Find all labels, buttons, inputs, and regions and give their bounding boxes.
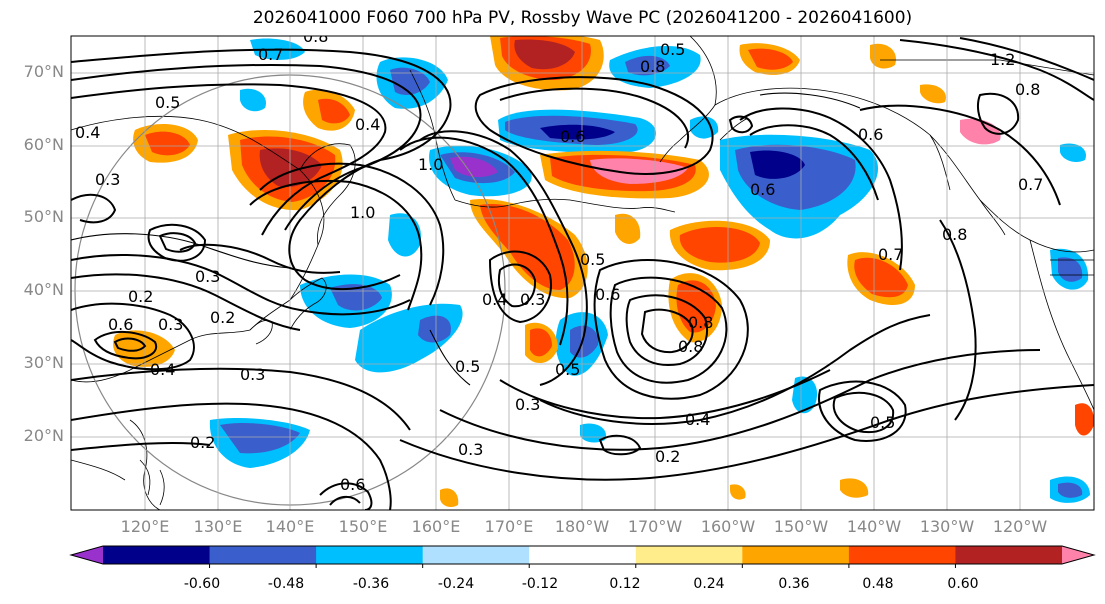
contour-label: 0.5 bbox=[580, 250, 605, 269]
colorbar-tick-label: -0.36 bbox=[352, 576, 390, 592]
colorbar-tick-label: 0.24 bbox=[693, 576, 725, 592]
contour-label: 0.6 bbox=[560, 127, 585, 146]
lon-label: 180°W bbox=[554, 517, 610, 536]
anomaly-shading bbox=[113, 36, 1094, 508]
contour-label: 0.6 bbox=[340, 475, 365, 494]
lat-label-30n: 30°N bbox=[23, 353, 64, 372]
colorbar-tick-label: -0.12 bbox=[521, 576, 559, 592]
colorbar-tick-label: -0.60 bbox=[183, 576, 221, 592]
colorbar-segment bbox=[71, 546, 103, 564]
lat-label-40n: 40°N bbox=[23, 280, 64, 299]
contour-label: 0.7 bbox=[1018, 175, 1043, 194]
lat-label-70n: 70°N bbox=[23, 62, 64, 81]
lon-label: 150°E bbox=[338, 517, 388, 536]
colorbar-tick-label: -0.24 bbox=[437, 576, 475, 592]
lon-label: 140°E bbox=[265, 517, 315, 536]
lon-label: 150°W bbox=[773, 517, 829, 536]
contour-label: 0.6 bbox=[108, 315, 133, 334]
contour-label: 0.7 bbox=[878, 245, 903, 264]
contour-label: 0.2 bbox=[655, 447, 680, 466]
map-frame bbox=[70, 35, 1095, 511]
contour-label: 0.8 bbox=[303, 27, 328, 46]
coastlines bbox=[71, 36, 1094, 510]
lon-label: 120°W bbox=[992, 517, 1048, 536]
contour-label: 0.6 bbox=[595, 285, 620, 304]
contour-label: 0.3 bbox=[95, 170, 120, 189]
contour-label: 0.8 bbox=[942, 225, 967, 244]
lon-label: 130°W bbox=[919, 517, 975, 536]
colorbar-outline bbox=[69, 545, 1096, 565]
lon-label: 170°E bbox=[484, 517, 534, 536]
colorbar-segment bbox=[635, 546, 743, 564]
contour-label: 0.5 bbox=[455, 357, 480, 376]
contour-label: 0.4 bbox=[355, 115, 380, 134]
contour-label: 0.6 bbox=[750, 180, 775, 199]
contour-label: 0.8 bbox=[688, 313, 713, 332]
colorbar-segment bbox=[422, 546, 530, 564]
contour-label: 0.8 bbox=[678, 337, 703, 356]
contour-label: 0.5 bbox=[555, 360, 580, 379]
contour-label: 0.3 bbox=[158, 315, 183, 334]
lon-label: 160°E bbox=[411, 517, 461, 536]
colorbar-tick-label: 0.48 bbox=[862, 576, 894, 592]
pv-contours-thin bbox=[71, 92, 861, 386]
colorbar-segment bbox=[529, 546, 637, 564]
contour-label: 0.2 bbox=[128, 287, 153, 306]
lon-label: 170°W bbox=[627, 517, 683, 536]
lon-label: 160°W bbox=[700, 517, 756, 536]
contour-label: 0.3 bbox=[240, 365, 265, 384]
contour-label: 1.2 bbox=[990, 50, 1015, 69]
colorbar-segment bbox=[103, 546, 211, 564]
contour-label: 1.0 bbox=[350, 203, 375, 222]
chart-title: 2026041000 F060 700 hPa PV, Rossby Wave … bbox=[252, 8, 913, 28]
pv-contours bbox=[71, 37, 1094, 510]
contour-label: 0.4 bbox=[685, 410, 710, 429]
contour-label: 0.4 bbox=[482, 290, 507, 309]
colorbar-tick-label: 0.12 bbox=[609, 576, 641, 592]
contour-label: 0.5 bbox=[870, 413, 895, 432]
contour-label: 0.3 bbox=[458, 440, 483, 459]
colorbar-tick-label: 0.60 bbox=[947, 576, 979, 592]
colorbar-segment bbox=[316, 546, 424, 564]
colorbar-segment bbox=[742, 546, 850, 564]
lon-label: 120°E bbox=[120, 517, 170, 536]
contour-label: 0.3 bbox=[520, 290, 545, 309]
lon-label: 130°E bbox=[193, 517, 243, 536]
lon-label: 140°W bbox=[846, 517, 902, 536]
contour-label: 0.5 bbox=[660, 40, 685, 59]
colorbar-tick-label: 0.36 bbox=[778, 576, 810, 592]
lat-label-20n: 20°N bbox=[23, 426, 64, 445]
contour-label: 0.2 bbox=[190, 433, 215, 452]
contour-label: 0.3 bbox=[195, 267, 220, 286]
colorbar-segment bbox=[209, 546, 317, 564]
contour-label: 1.0 bbox=[418, 155, 443, 174]
contour-label: 0.3 bbox=[515, 395, 540, 414]
colorbar-tick-label: -0.48 bbox=[267, 576, 305, 592]
contour-label: 0.4 bbox=[75, 123, 100, 142]
gridlines bbox=[71, 36, 1094, 510]
colorbar bbox=[69, 545, 1096, 568]
contour-labels: 0.7 0.8 0.5 0.4 0.4 0.3 1.0 0.6 0.8 0.5 … bbox=[75, 27, 1043, 494]
contour-label: 0.7 bbox=[258, 45, 283, 64]
contour-label: 0.8 bbox=[1015, 80, 1040, 99]
contour-label: 0.4 bbox=[150, 360, 175, 379]
contour-label: 0.5 bbox=[155, 93, 180, 112]
contour-label: 0.2 bbox=[210, 308, 235, 327]
lat-label-60n: 60°N bbox=[23, 135, 64, 154]
colorbar-segment bbox=[955, 546, 1063, 564]
lat-label-50n: 50°N bbox=[23, 207, 64, 226]
contour-label: 0.6 bbox=[858, 125, 883, 144]
colorbar-segment bbox=[1062, 546, 1094, 564]
contour-label: 0.8 bbox=[640, 57, 665, 76]
colorbar-segment bbox=[848, 546, 956, 564]
